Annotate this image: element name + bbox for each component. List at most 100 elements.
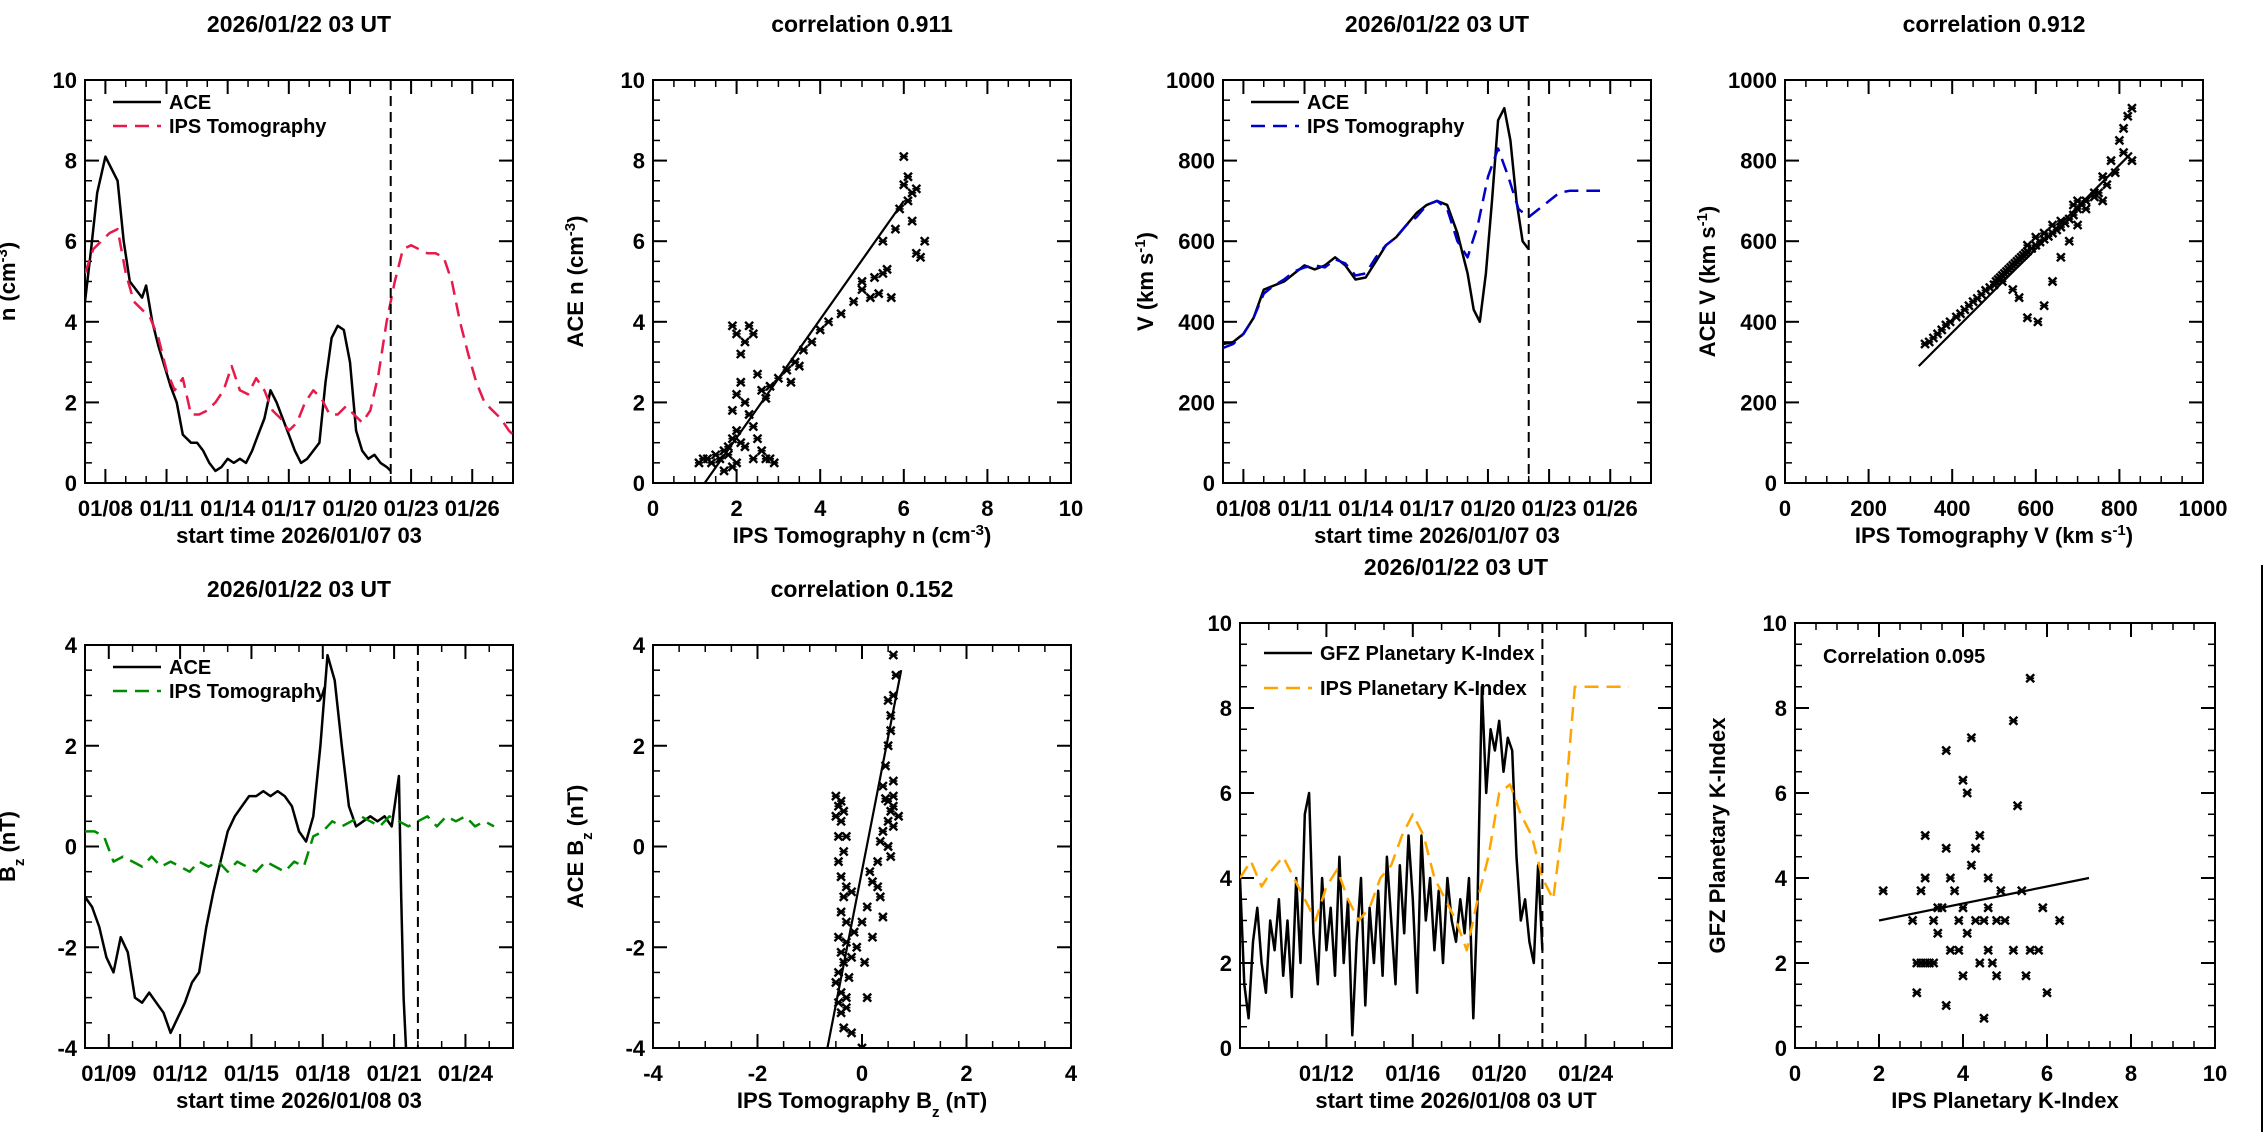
data-point [883,695,893,706]
data-point [1916,885,1926,896]
data-point [875,836,886,847]
y-tick-label: 2 [1775,951,1787,976]
data-point [1979,915,1989,926]
y-tick-label: 800 [1178,149,1215,174]
y-tick-label: 600 [1740,229,1777,254]
data-point [1945,873,1956,883]
x-tick-label: 01/20 [1472,1061,1527,1086]
data-point [2047,220,2058,230]
y-tick-label: 10 [1208,611,1232,636]
data-point [706,458,717,468]
y-tick-label: 400 [1740,310,1777,335]
x-tick-label: 01/23 [1522,496,1577,521]
data-point [2056,252,2066,263]
x-tick-label: 6 [898,496,910,521]
series-line-ips-tomography [1223,147,1600,350]
data-point [838,892,849,902]
y-tick-label: 4 [65,310,78,335]
data-point [888,801,899,812]
data-point [731,458,742,468]
data-point [862,992,873,1003]
data-point [727,320,738,331]
x-tick-label: 01/17 [261,496,316,521]
data-point [2033,945,2044,956]
data-point [888,776,899,786]
x-axis-label: IPS Tomography V (km s-1) [1855,522,2133,549]
y-tick-label: 4 [1775,866,1788,891]
x-axis-label: IPS Planetary K-Index [1891,1088,2119,1113]
data-point [898,151,909,162]
y-tick-label: 6 [65,229,77,254]
data-point [1974,830,1985,841]
legend-label: GFZ Planetary K-Index [1320,643,1535,665]
x-tick-label: 1000 [2179,496,2228,521]
panel-title: 2026/01/22 03 UT [207,11,391,37]
x-tick-label: 2 [1873,1061,1885,1086]
plot-area [826,650,904,1048]
data-point [859,957,870,968]
data-point [1958,970,1968,981]
y-tick-label: 4 [633,633,646,658]
x-tick-label: 01/08 [1216,496,1271,521]
plot-area [1240,685,1629,1037]
data-point [883,841,893,852]
data-point [2102,179,2112,190]
regression-line [1917,151,2133,367]
y-tick-label: 0 [1203,471,1215,496]
data-point [888,821,899,832]
data-point [1920,873,1931,883]
data-point [857,917,867,927]
data-point [878,781,888,791]
data-point [1932,928,1943,939]
x-tick-label: 01/12 [1299,1061,1354,1086]
data-point [1928,915,1939,926]
x-axis-label: start time 2026/01/07 03 [1314,523,1560,548]
data-point [833,831,844,842]
data-point [2021,970,2031,981]
y-tick-label: 1000 [1728,68,1777,93]
x-axis-label: start time 2026/01/08 03 [176,1088,422,1113]
panel-title: 2026/01/22 03 UT [1364,554,1548,580]
data-point [1979,1013,1989,1024]
x-tick-label: 01/12 [153,1061,208,1086]
data-point [875,892,886,902]
data-point [731,329,742,339]
data-point [748,421,759,432]
data-point [836,947,846,958]
x-tick-label: 01/20 [322,496,377,521]
data-point [2118,123,2129,134]
y-tick-label: -4 [57,1036,77,1061]
data-point [735,349,746,359]
panel-p7: 2026/01/22 03 UT 0 2 4 6 8 10 01/12 01/16 01/20 01… [1208,554,1673,1113]
x-tick-label: -4 [643,1061,663,1086]
data-point [915,252,926,263]
plot-frame [1794,622,2216,1049]
data-point [903,196,913,206]
data-point [851,942,862,953]
y-tick-label: 4 [1220,866,1233,891]
series-line-ips-tomography [85,815,495,873]
x-tick-label: 0 [647,496,659,521]
data-point [2008,945,2019,956]
data-point [2022,240,2033,251]
y-tick-label: 0 [65,835,77,860]
data-point [1970,843,1981,854]
data-point [2127,155,2137,166]
x-tick-label: 01/17 [1399,496,1454,521]
data-point [862,902,873,912]
panel-title: correlation 0.152 [771,576,954,602]
data-point [878,912,888,922]
data-point [1991,915,2002,926]
data-point [806,337,817,347]
x-tick-label: 0 [1779,496,1791,521]
data-point [888,791,899,801]
y-tick-label: 2 [65,734,77,759]
legend: GFZ Planetary K-Index IPS Planetary K-Ind… [1264,643,1535,700]
y-tick-label: -2 [625,935,645,960]
data-point [867,932,878,943]
legend-label: IPS Tomography [169,116,327,138]
data-point [719,466,729,476]
data-point [838,806,849,817]
y-axis-label: ACE n (cm-3) [562,216,589,348]
